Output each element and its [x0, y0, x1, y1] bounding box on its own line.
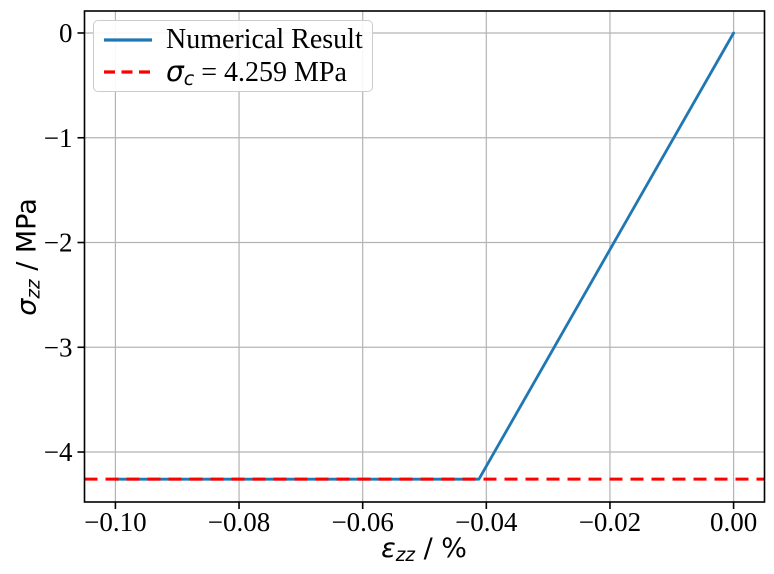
epsilon-subscript: zz: [395, 545, 415, 567]
x-tick-label: −0.10: [84, 507, 146, 537]
x-tick-label: −0.06: [331, 507, 393, 537]
sigma-value-text: = 4.259 MPa: [194, 56, 347, 88]
x-tick-label: −0.04: [455, 507, 518, 537]
legend-sample-solid-line: [104, 38, 152, 42]
legend-label-sigma-c: σc = 4.259 MPa: [166, 54, 347, 90]
x-tick-label: 0.00: [710, 507, 757, 537]
sigma-symbol: σ: [166, 54, 184, 88]
epsilon-symbol: ε: [381, 533, 396, 564]
legend-entry-sigma-c: σc = 4.259 MPa: [94, 54, 372, 90]
legend-sample-dashed-line: [104, 70, 152, 74]
legend-entry-numerical-result: Numerical Result: [94, 24, 372, 56]
y-tick-label: 0: [59, 18, 73, 48]
x-axis-label: εzz / %: [84, 533, 764, 567]
axes-spines: [83, 10, 766, 503]
x-tick-label: −0.02: [579, 507, 641, 537]
y-axis-unit-text: / MPa: [11, 198, 43, 280]
y-tick-label: −4: [44, 437, 73, 467]
series-numerical-result: [114, 31, 735, 481]
y-axis-label: σzz / MPa: [11, 198, 45, 316]
y-tick-label: −1: [44, 123, 73, 153]
legend-label-numerical-result: Numerical Result: [166, 23, 363, 55]
x-axis-unit-text: / %: [414, 533, 467, 564]
legend-box: Numerical Result σc = 4.259 MPa: [93, 20, 373, 92]
sigma-zz-subscript: zz: [23, 279, 45, 299]
y-tick-label: −3: [44, 332, 73, 362]
x-tick-label: −0.08: [208, 507, 270, 537]
y-tick-label: −2: [44, 228, 73, 258]
sigma-zz-symbol: σ: [11, 298, 43, 316]
sigma-subscript: c: [183, 68, 195, 90]
